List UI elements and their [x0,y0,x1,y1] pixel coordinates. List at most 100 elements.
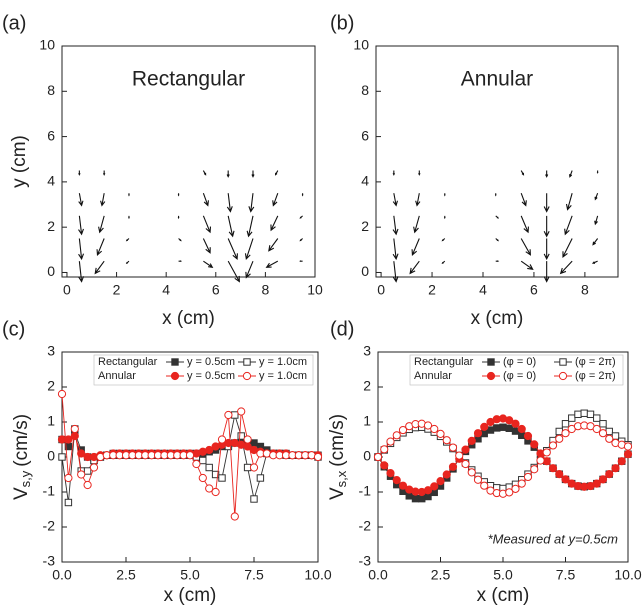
marker [448,443,458,452]
marker [211,487,220,497]
vector-arrow [203,260,214,268]
y-tick-label: 10 [353,37,369,53]
marker [486,426,495,434]
marker [198,473,207,483]
vector-arrow [596,170,599,174]
marker [430,482,439,491]
vector-arrow [494,193,497,197]
vector-arrow [543,238,550,261]
x-tick-label: 7.5 [244,567,264,583]
marker [493,424,501,432]
marker [586,410,595,419]
marker [473,475,483,484]
vector-arrow [543,215,550,238]
vector-arrow [125,260,130,265]
marker [199,456,207,465]
vector-arrow [94,260,105,275]
marker [598,475,608,484]
vector-arrow [301,193,304,197]
y-axis-subscript: s,y [18,470,33,487]
vector-arrow [299,238,303,242]
vector-arrow [562,238,573,258]
legend-group: Rectangular [414,356,474,368]
marker [592,424,601,434]
x-tick-label: 0.0 [52,567,72,583]
marker [250,439,258,447]
y-tick-label: 2 [47,218,55,234]
vector-arrow [78,170,81,176]
y-tick-label: 8 [47,82,55,98]
marker [192,459,201,469]
y-tick-label: 10 [39,37,55,53]
plot-frame [375,45,619,278]
marker [423,421,433,430]
vector-arrow [265,260,279,268]
marker [523,431,533,441]
marker [411,494,420,503]
panel-label: (d) [330,318,354,340]
vector-arrow [226,170,230,178]
vector-arrow [178,238,182,242]
marker [237,407,246,416]
y-axis-symbol: V [327,487,348,500]
marker [249,463,259,472]
x-tick-label: 10 [307,282,323,298]
marker [313,452,323,462]
marker [517,479,526,488]
vector-arrow [125,238,130,242]
vector-arrow [202,170,207,176]
marker [542,448,551,457]
vector-arrow [202,215,212,234]
marker [523,472,533,482]
marker [250,495,258,503]
marker [373,452,383,462]
y-axis-unit: (cm/s) [327,414,348,467]
x-tick-label: 8 [581,282,589,298]
marker [231,411,239,419]
legend-marker [486,371,496,381]
vector-arrow [441,238,446,242]
marker [205,463,213,472]
marker [224,410,233,420]
marker [58,453,66,461]
vector-arrow [392,215,399,236]
marker [64,498,73,507]
vector-arrow [202,193,209,207]
y-tick-label: 1 [363,413,371,429]
x-axis-title: x (cm) [162,308,215,329]
x-axis-title: x (cm) [477,585,530,606]
y-tick-label: 2 [47,378,55,394]
x-tick-label: 0 [377,282,385,298]
marker [256,474,265,482]
y-tick-label: 0 [47,448,55,464]
legend-label: y = 0.5cm [187,370,235,382]
y-tick-label: -1 [359,483,372,499]
marker [536,456,545,465]
vector-arrow [248,193,255,213]
marker [423,486,433,495]
marker [511,484,520,493]
panel-label: (b) [330,12,354,34]
y-tick-label: -2 [359,518,372,534]
vector-arrow [102,170,106,176]
y-tick-label: 6 [361,127,369,143]
y-tick-label: -3 [359,553,372,569]
marker [392,431,401,440]
vector-arrow [520,215,529,234]
vector-arrow [177,193,180,197]
vector-arrow [594,215,599,226]
marker [83,480,92,490]
marker [448,462,458,471]
marker [592,479,601,488]
y-tick-label: 0 [361,263,369,279]
vector-arrow [592,238,599,246]
marker [70,424,79,434]
marker [530,465,539,474]
x-tick-label: 0.0 [368,567,388,583]
y-axis-title: Vs,x (cm/s) [327,414,349,500]
vector-arrow [251,170,255,178]
marker [511,419,520,428]
y-tick-label: 0 [363,448,371,464]
x-tick-label: 6 [212,282,220,298]
